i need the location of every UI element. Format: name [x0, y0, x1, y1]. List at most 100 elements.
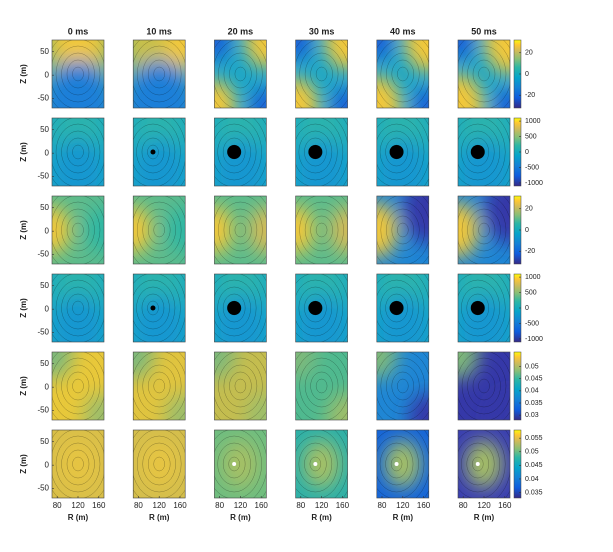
singularity	[232, 462, 237, 466]
heatmap-blob	[83, 392, 104, 420]
panel-frame	[295, 351, 348, 421]
heatmap-blob	[133, 60, 186, 108]
panel-frame	[214, 117, 267, 187]
heatmap-blobs	[384, 440, 421, 488]
contour-line	[299, 201, 344, 259]
contour-line	[133, 279, 176, 337]
contour-line	[66, 371, 90, 401]
colorbar-tick-label: 0.035	[525, 489, 543, 496]
contour-line	[295, 435, 338, 493]
x-tick-label: 120	[153, 501, 167, 510]
contour-line	[229, 371, 252, 401]
contour-line	[397, 66, 409, 82]
contour-line	[222, 137, 246, 167]
contour-line	[472, 371, 496, 401]
x-tick-label: 80	[296, 501, 305, 510]
contour-line	[380, 201, 426, 259]
y-tick-label: -50	[37, 250, 49, 259]
heatmap-blob	[52, 294, 104, 342]
heatmap-blob	[484, 196, 510, 244]
contour-line	[136, 130, 170, 174]
y-tick-label: 50	[40, 47, 49, 56]
contour-line	[304, 137, 327, 167]
contour-line	[380, 45, 426, 103]
heatmap-blob	[133, 206, 152, 254]
heatmap-blobs	[214, 206, 267, 254]
contour-line	[136, 286, 170, 330]
heatmap-blobs	[133, 206, 186, 254]
heatmap-blob	[222, 440, 259, 488]
y-tick-label: 50	[40, 203, 49, 212]
heatmap-blob	[59, 440, 97, 488]
panel	[51, 39, 105, 109]
contour-line	[467, 52, 501, 96]
contour-line	[380, 357, 426, 415]
contour-line	[218, 357, 263, 415]
panel-frame	[51, 351, 105, 421]
contour-line	[234, 222, 247, 238]
y-axis-label: Z (m)	[19, 298, 28, 318]
panel-frame	[295, 117, 348, 187]
heatmap-blob	[214, 80, 236, 108]
colorbar-tick-label: -500	[525, 320, 539, 327]
panel	[295, 39, 348, 109]
colorbar-tick-label: 0.05	[525, 363, 539, 370]
panel-frame	[214, 351, 267, 421]
heatmap	[376, 118, 429, 186]
x-tick-label: 120	[396, 501, 410, 510]
contour-line	[295, 279, 338, 337]
contour-line	[376, 430, 425, 498]
x-axis-label: R (m)	[149, 513, 170, 522]
colorbar-tick-label: 0	[525, 71, 529, 78]
panel	[132, 117, 186, 187]
x-tick-label: 80	[215, 501, 224, 510]
heatmap-blob	[329, 206, 348, 254]
contour-line	[385, 293, 408, 323]
heatmap-blobs	[458, 352, 510, 420]
contour-line	[234, 66, 247, 82]
y-axis-label: Z (m)	[19, 142, 28, 162]
panel-frame	[457, 39, 511, 109]
column-title: 40 ms	[390, 26, 416, 36]
panel	[295, 117, 348, 187]
heatmap-blob	[484, 40, 510, 74]
panel-frame	[295, 195, 348, 265]
x-tick-label: 120	[315, 501, 329, 510]
contour-line	[458, 274, 506, 342]
y-tick-label: 0	[45, 304, 50, 313]
singularity	[389, 145, 404, 159]
heatmap	[295, 118, 348, 186]
heatmap	[376, 40, 429, 108]
heatmap	[458, 196, 510, 264]
y-tick-label: 50	[40, 281, 49, 290]
contour-line	[298, 130, 333, 174]
y-tick-label: 0	[45, 460, 50, 469]
contour-line	[461, 201, 507, 259]
colorbar-tick-label: 20	[525, 206, 533, 213]
contour-line	[385, 137, 408, 167]
panel	[51, 117, 105, 187]
panel-frame	[457, 351, 511, 421]
heatmap	[133, 274, 186, 342]
heatmap	[295, 352, 348, 420]
heatmap	[376, 274, 429, 342]
panel-frame	[376, 117, 430, 187]
heatmap-blobs	[59, 440, 97, 488]
heatmap	[214, 196, 267, 264]
x-tick-label: 160	[92, 501, 106, 510]
contour-line	[66, 137, 90, 167]
singularity	[150, 149, 156, 155]
heatmap	[52, 118, 104, 186]
contour-line	[153, 378, 165, 394]
y-axis-label: Z (m)	[19, 220, 28, 240]
heatmap	[295, 274, 348, 342]
colorbar-tick-label: 0	[525, 305, 529, 312]
heatmap-blobs	[295, 40, 348, 108]
contour-line	[142, 364, 176, 408]
y-tick-label: 50	[40, 359, 49, 368]
x-tick-label: 80	[134, 501, 143, 510]
heatmap-blobs	[295, 352, 348, 420]
heatmap-blob	[57, 40, 99, 68]
heatmap-blobs	[214, 40, 267, 108]
panel	[132, 429, 186, 499]
